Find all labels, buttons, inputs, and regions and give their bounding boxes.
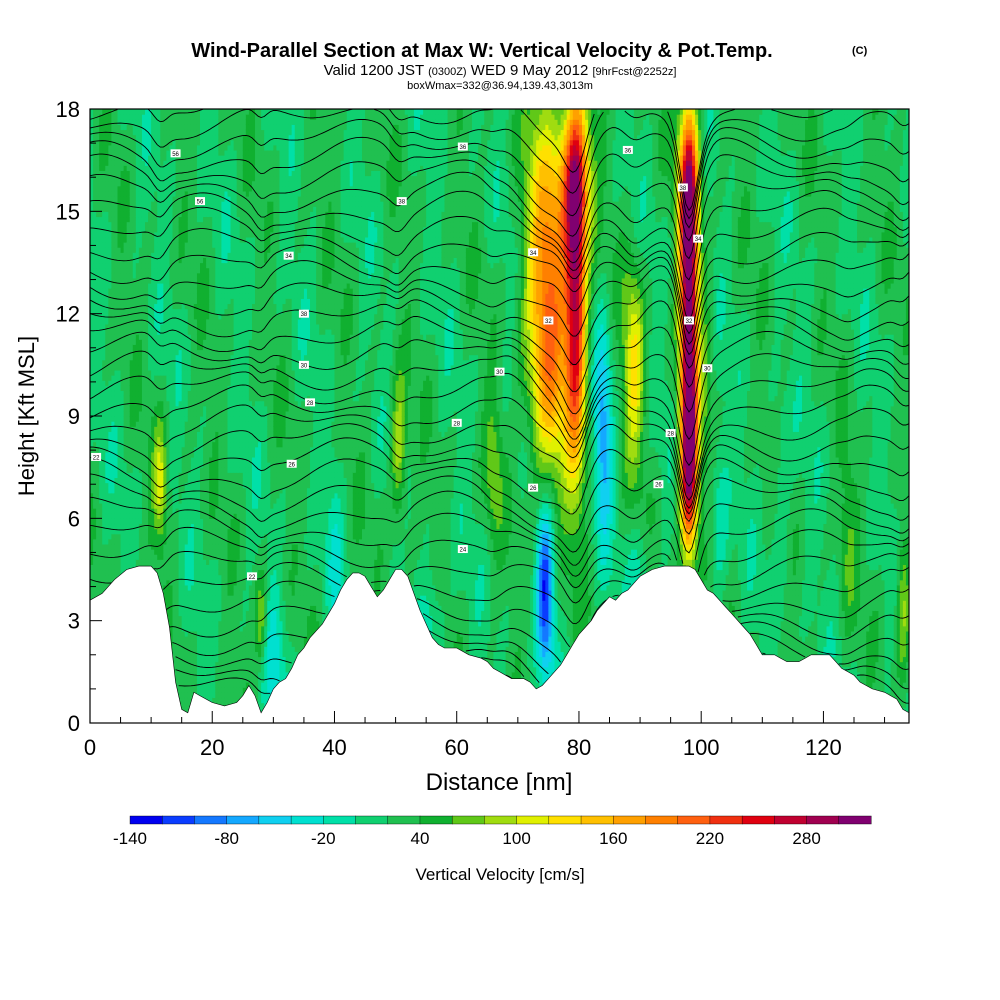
chart-subtitle: Valid 1200 JST (0300Z) WED 9 May 2012 [9…: [324, 62, 677, 79]
subtitle-date: WED 9 May 2012: [471, 62, 589, 79]
chart: Wind-Parallel Section at Max W: Vertical…: [0, 0, 1000, 1000]
subtitle-valid: Valid 1200 JST: [324, 62, 424, 79]
chart-title: Wind-Parallel Section at Max W: Vertical…: [191, 40, 772, 62]
title-mark: (C): [852, 45, 868, 57]
chart-subtitle2: boxWmax=332@36.94,139.43,3013m: [407, 80, 593, 92]
subtitle-fcst: [9hrFcst@2252z]: [593, 66, 677, 78]
subtitle-utc: (0300Z): [428, 66, 467, 78]
